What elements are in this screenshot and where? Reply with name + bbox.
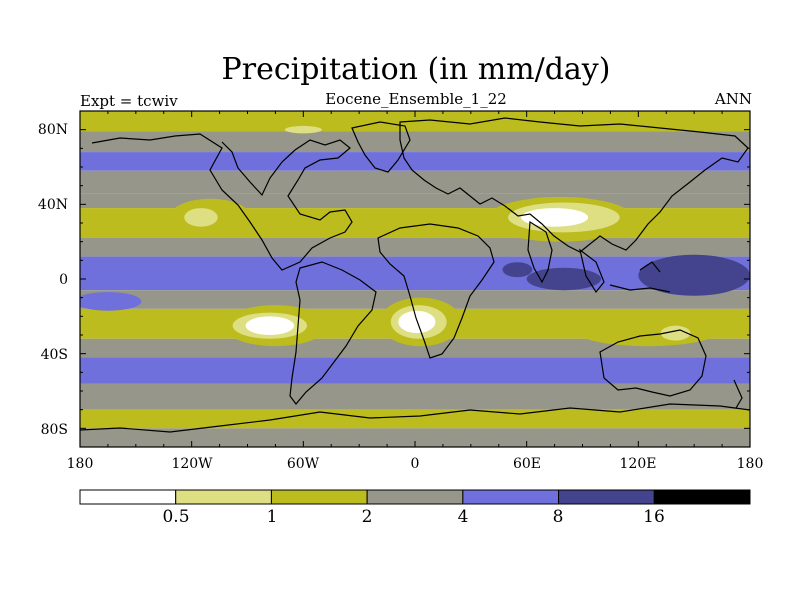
precip-region-australia-drier bbox=[660, 325, 691, 341]
axis-ticks bbox=[79, 111, 751, 447]
precip-region-south-pacific-convergence bbox=[80, 292, 142, 311]
lon-label-120e: 120E bbox=[619, 456, 657, 472]
colorbar-label-2: 2 bbox=[361, 507, 373, 527]
colorbar-swatch-5 bbox=[558, 489, 655, 505]
precip-region-indian-ocean-wet bbox=[526, 267, 602, 291]
colorbar-label-8: 8 bbox=[552, 507, 564, 527]
lon-label-120w: 120W bbox=[171, 456, 213, 472]
lat-label-80s: 80S bbox=[40, 422, 68, 438]
colorbar-label-0-5: 0.5 bbox=[162, 507, 190, 527]
precip-region-west-pacific-wet bbox=[638, 254, 750, 296]
precip-region-south-pacific-driest bbox=[245, 316, 295, 335]
coastlines bbox=[80, 117, 750, 433]
lat-label-80n: 80N bbox=[37, 122, 68, 138]
lon-label-60e: 60E bbox=[512, 456, 542, 472]
colorbar-label-4: 4 bbox=[457, 507, 469, 527]
lon-label-0: 0 bbox=[410, 456, 420, 472]
lon-label-180w: 180 bbox=[66, 456, 94, 472]
precip-region-west-asia-driest bbox=[521, 208, 589, 227]
colorbar-swatch-1 bbox=[175, 489, 272, 505]
lat-label-40s: 40S bbox=[40, 347, 68, 363]
colorbar bbox=[79, 489, 751, 505]
precip-band-10 bbox=[80, 338, 750, 358]
season-label: ANN bbox=[714, 90, 752, 108]
ensemble-label: Eocene_Ensemble_1_22 bbox=[325, 90, 507, 108]
precip-region-north-polar-dry bbox=[284, 125, 322, 134]
colorbar-swatch-3 bbox=[366, 489, 464, 505]
colorbar-swatch-4 bbox=[462, 489, 560, 505]
precipitation-field bbox=[80, 111, 750, 447]
precip-band-3 bbox=[80, 170, 750, 194]
precip-band-11 bbox=[80, 357, 750, 384]
precip-band-14 bbox=[80, 428, 750, 447]
colorbar-swatch-6 bbox=[653, 489, 751, 505]
lat-label-eq: 0 bbox=[59, 272, 68, 288]
colorbar-swatch-0 bbox=[79, 489, 177, 505]
lat-label-40n: 40N bbox=[37, 197, 68, 213]
colorbar-swatch-2 bbox=[270, 489, 368, 505]
precip-band-13 bbox=[80, 409, 750, 429]
precip-band-6 bbox=[80, 237, 750, 257]
precip-band-1 bbox=[80, 131, 750, 153]
map-title: Precipitation (in mm/day) bbox=[221, 52, 611, 87]
colorbar-label-16: 16 bbox=[643, 507, 665, 527]
lon-label-180e: 180 bbox=[736, 456, 764, 472]
colorbar-label-1: 1 bbox=[266, 507, 278, 527]
precip-region-tropical-pacific-wet bbox=[80, 258, 220, 281]
experiment-label: Expt = tcwiv bbox=[80, 92, 178, 110]
precip-region-north-america-drier bbox=[184, 208, 218, 227]
precip-region-arabian-wet bbox=[502, 262, 533, 278]
precip-band-2 bbox=[80, 152, 750, 171]
precip-band-12 bbox=[80, 383, 750, 410]
lon-label-60w: 60W bbox=[286, 456, 320, 472]
